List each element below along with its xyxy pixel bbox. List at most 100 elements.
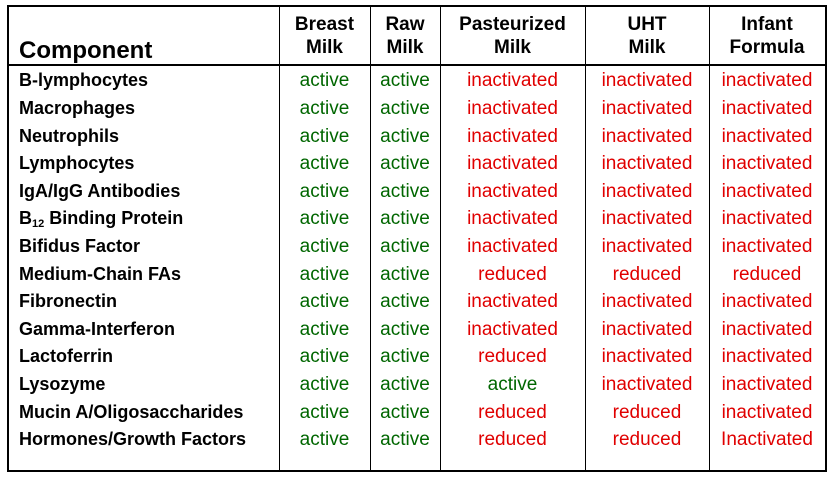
status-breast-milk: active: [299, 264, 350, 285]
status-uht-milk: inactivated: [601, 181, 693, 202]
status-uht-milk: inactivated: [601, 374, 693, 395]
status-pasteurized-milk: reduced: [478, 264, 547, 285]
component-name: B-lymphocytes: [19, 70, 149, 90]
status-infant-formula: inactivated: [721, 208, 813, 229]
status-raw-milk: active: [380, 98, 430, 119]
column-divider: [440, 7, 441, 470]
status-pasteurized-milk: inactivated: [467, 181, 558, 202]
table-row: Medium-Chain FAs active active reduced reduc…: [9, 261, 825, 288]
status-breast-milk: active: [299, 126, 350, 147]
status-infant-formula: inactivated: [721, 153, 813, 174]
status-raw-milk: active: [380, 374, 430, 395]
status-uht-milk: inactivated: [601, 346, 693, 367]
component-name-subscript: 12: [32, 218, 45, 230]
status-infant-formula: Inactivated: [721, 429, 813, 450]
status-infant-formula: inactivated: [721, 402, 813, 423]
component-name: Fibronectin: [19, 291, 117, 311]
status-uht-milk: inactivated: [601, 208, 693, 229]
status-infant-formula: inactivated: [721, 291, 813, 312]
table-row: IgA/IgG Antibodies active active inactivate…: [9, 178, 825, 205]
table-row: Gamma-Interferon active active inactivated i…: [9, 316, 825, 343]
status-infant-formula: inactivated: [721, 374, 813, 395]
component-name-rest: Binding Protein: [44, 208, 184, 228]
component-name: IgA/IgG Antibodies: [19, 181, 181, 201]
column-divider: [585, 7, 586, 470]
status-breast-milk: active: [299, 236, 350, 257]
status-uht-milk: inactivated: [601, 153, 693, 174]
status-raw-milk: active: [380, 153, 430, 174]
status-breast-milk: active: [299, 291, 350, 312]
status-pasteurized-milk: active: [487, 374, 538, 395]
component-name: B12 Binding Protein: [9, 205, 289, 232]
status-raw-milk: active: [380, 346, 430, 367]
table-row: Bifidus Factor active active inactivated ina…: [9, 233, 825, 260]
status-uht-milk: inactivated: [601, 291, 693, 312]
status-uht-milk: reduced: [612, 429, 682, 450]
table-row: Macrophages active active inactivated inacti…: [9, 95, 825, 122]
status-raw-milk: active: [380, 236, 430, 257]
table-row: Neutrophils active active inactivated inacti…: [9, 123, 825, 150]
column-divider: [370, 7, 371, 470]
column-divider: [279, 7, 280, 470]
status-pasteurized-milk: reduced: [478, 346, 547, 367]
component-name: Hormones/Growth Factors: [19, 429, 247, 449]
status-uht-milk: inactivated: [601, 126, 693, 147]
status-infant-formula: inactivated: [721, 346, 813, 367]
component-name: Lysozyme: [19, 374, 106, 394]
table-row: Lysozyme active active active inactivated ina…: [9, 371, 825, 398]
table-row: Lactoferrin active active reduced inactivate…: [9, 343, 825, 370]
header-raw-milk: Raw Milk: [385, 13, 425, 58]
status-pasteurized-milk: inactivated: [467, 153, 558, 174]
status-pasteurized-milk: inactivated: [467, 126, 558, 147]
header-pasteurized-milk: Pasteurized Milk: [459, 13, 566, 58]
header-breast-milk: Breast Milk: [294, 13, 355, 58]
component-name: Mucin A/Oligosaccharides: [19, 402, 244, 422]
status-raw-milk: active: [380, 264, 430, 285]
status-uht-milk: reduced: [612, 264, 682, 285]
component-name: Macrophages: [19, 98, 136, 118]
status-pasteurized-milk: inactivated: [467, 208, 558, 229]
status-uht-milk: inactivated: [601, 70, 693, 91]
status-breast-milk: active: [299, 153, 350, 174]
status-raw-milk: active: [380, 291, 430, 312]
table-row: Fibronectin active active inactivated inacti…: [9, 288, 825, 315]
status-breast-milk: active: [299, 402, 350, 423]
comparison-table: Component Breast Milk Raw Milk Pasteurized …: [7, 5, 827, 472]
status-raw-milk: active: [380, 402, 430, 423]
table-row: Lymphocytes active active inactivated inacti…: [9, 150, 825, 177]
status-raw-milk: active: [380, 126, 430, 147]
table-row: Hormones/Growth Factors active active reduc…: [9, 426, 825, 453]
header-component: Component: [19, 37, 153, 64]
status-breast-milk: active: [299, 208, 350, 229]
status-breast-milk: active: [299, 70, 350, 91]
header-uht-milk: UHT Milk: [627, 13, 667, 58]
status-infant-formula: inactivated: [721, 319, 813, 340]
status-pasteurized-milk: reduced: [478, 402, 547, 423]
status-pasteurized-milk: inactivated: [467, 319, 558, 340]
status-breast-milk: active: [299, 319, 350, 340]
status-infant-formula: inactivated: [721, 236, 813, 257]
component-name: Medium-Chain FAs: [19, 264, 182, 284]
status-raw-milk: active: [380, 181, 430, 202]
status-infant-formula: inactivated: [721, 98, 813, 119]
component-name: Gamma-Interferon: [19, 319, 176, 339]
status-pasteurized-milk: inactivated: [467, 291, 558, 312]
header-infant-formula: Infant Formula: [729, 13, 805, 58]
status-breast-milk: active: [299, 429, 350, 450]
status-breast-milk: active: [299, 181, 350, 202]
status-raw-milk: active: [380, 208, 430, 229]
component-name: Neutrophils: [19, 126, 120, 146]
table-row: B12 Binding Protein active active inactivat…: [9, 205, 825, 232]
header-divider: [9, 64, 825, 66]
status-pasteurized-milk: reduced: [478, 429, 547, 450]
status-pasteurized-milk: inactivated: [467, 98, 558, 119]
status-uht-milk: inactivated: [601, 98, 693, 119]
status-breast-milk: active: [299, 374, 350, 395]
status-raw-milk: active: [380, 70, 430, 91]
status-uht-milk: reduced: [612, 402, 682, 423]
component-name: Bifidus Factor: [19, 236, 141, 256]
table-row: B-lymphocytes active active inactivated inac…: [9, 67, 825, 94]
component-name: Lymphocytes: [19, 153, 135, 173]
status-breast-milk: active: [299, 98, 350, 119]
component-name-main: B: [19, 208, 32, 228]
